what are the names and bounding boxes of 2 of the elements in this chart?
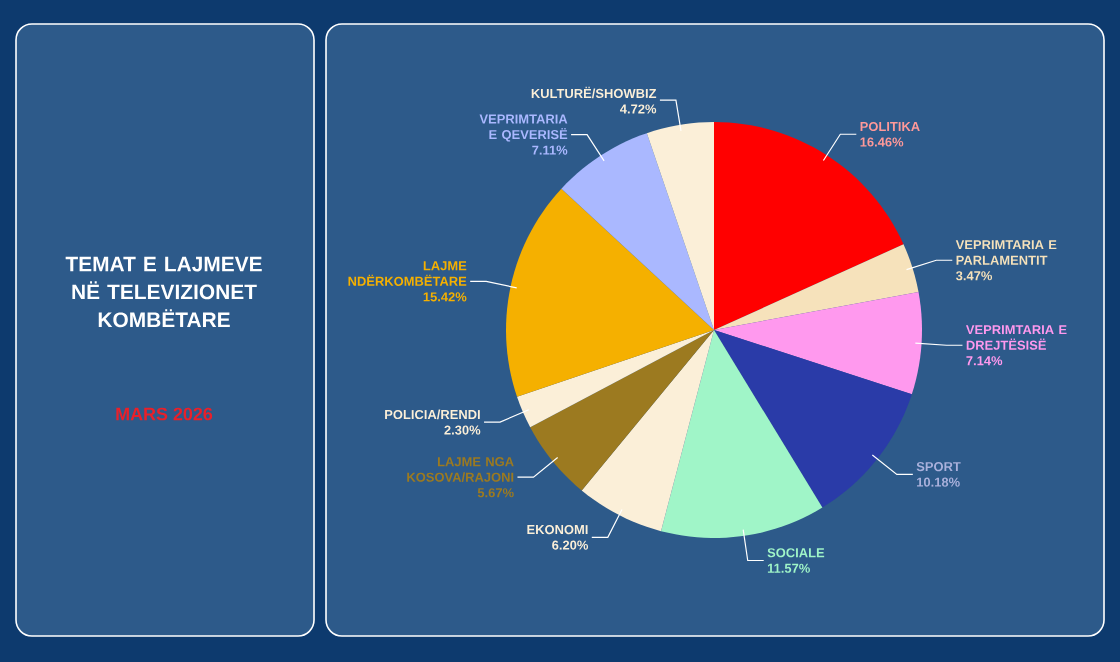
text: MARS 2026 (116, 407, 213, 421)
text: TEMAT E LAJMEVE NË TELEVIZIONET KOMBËTARE (65, 256, 262, 328)
